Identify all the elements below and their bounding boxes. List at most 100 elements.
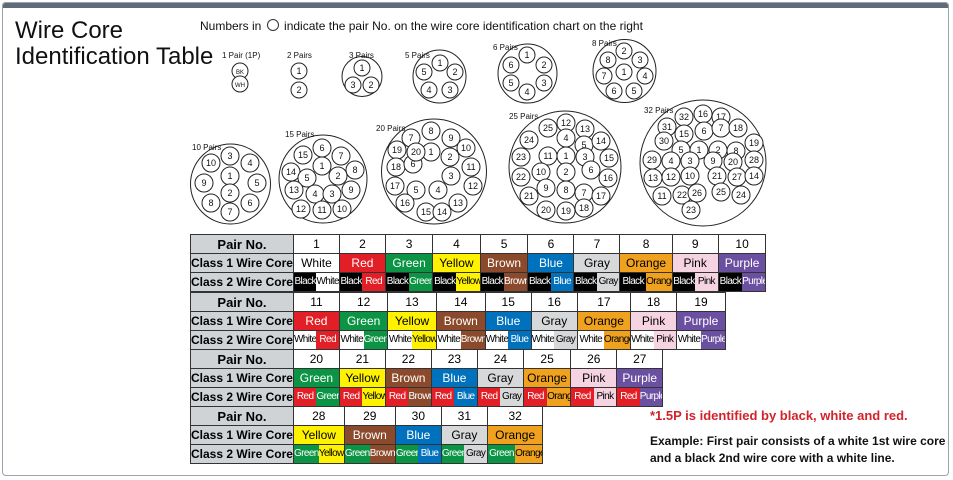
- page-title: Wire Core Identification Table: [15, 18, 213, 70]
- table-row: Class 1 Wire Core White Red Green Yellow Brow…: [190, 253, 767, 273]
- pair-number: 5: [581, 140, 586, 150]
- diagram-label: 2 Pairs: [287, 51, 312, 60]
- pair-number: 15: [679, 129, 689, 139]
- class2-color-part: Black: [294, 273, 317, 291]
- pair-circle: [731, 185, 751, 205]
- class2-color-part: Red: [386, 388, 409, 406]
- pair-number: 3: [329, 189, 334, 199]
- pair-number-cell: 21: [338, 349, 386, 369]
- pair-number: 20: [728, 157, 738, 167]
- pair-number-cell: 10: [717, 234, 767, 254]
- pair-number: 5: [631, 86, 636, 96]
- class1-color-cell: White: [292, 253, 340, 273]
- pair-number: 6: [701, 126, 706, 136]
- pair-number: 1: [437, 58, 442, 68]
- class2-color-part: Black: [719, 273, 743, 291]
- class2-color-part: Green: [294, 445, 319, 463]
- cable-diagram: 3 Pairs 13 2: [341, 51, 383, 97]
- title-line-1: Wire Core: [15, 17, 124, 44]
- wire-core-table-block: Pair No. 11 12 13 14 15 16 17 18 19 Class 1 Wire C…: [190, 292, 726, 350]
- pair-circle: [448, 193, 468, 213]
- pair-circle: [687, 183, 707, 203]
- pair-number: 12: [296, 204, 306, 214]
- pair-circle: [290, 81, 308, 99]
- pair-circle: [441, 81, 459, 99]
- class2-color-cell: White Pink: [630, 330, 678, 350]
- pair-number-cell: 19: [676, 292, 726, 312]
- pair-number: 2: [447, 152, 452, 162]
- class2-color-cell: WhiteGreen: [338, 330, 389, 350]
- pair-circle: [428, 180, 448, 200]
- class1-color-cell: Gray: [476, 368, 524, 388]
- class1-color-cell: Orange: [576, 311, 632, 331]
- pair-circle: [681, 200, 701, 220]
- class1-color-cell: Gray: [573, 253, 621, 273]
- class2-color-part: White: [532, 331, 555, 349]
- pair-number: 4: [524, 87, 529, 97]
- pair-number: 14: [286, 167, 296, 177]
- table-row: Class 1 Wire Core Green Yellow Brown Blue Gra…: [190, 368, 664, 388]
- table-row: Class 2 Wire Core BlackWhite Black Red Black…: [190, 272, 767, 292]
- pair-number: 2: [227, 188, 232, 198]
- pair-number: 16: [698, 109, 708, 119]
- pair-circle: [395, 193, 415, 213]
- class2-color-part: Red: [316, 331, 339, 349]
- pair-circle: [415, 63, 433, 81]
- pair-circle: [290, 62, 308, 80]
- class2-color-cell: RedOrange: [522, 387, 572, 407]
- pair-circle: [332, 199, 352, 219]
- pair-circle: [581, 160, 601, 180]
- class2-color-part: Orange: [603, 331, 630, 349]
- pair-number: 19: [749, 138, 759, 148]
- class1-color-cell: Orange: [522, 368, 572, 388]
- pair-circle: [284, 180, 304, 200]
- class2-color-part: Green: [363, 331, 387, 349]
- pair-number: 10: [461, 143, 471, 153]
- pair-circle: [441, 166, 461, 186]
- pair-number: 4: [642, 71, 647, 81]
- pair-number: 5: [304, 173, 309, 183]
- class2-color-part: Gray: [596, 273, 619, 291]
- cable-diagram: 2 Pairs 1 2: [287, 51, 312, 99]
- class1-color-cell: Brown: [435, 311, 486, 331]
- pair-number: 24: [736, 190, 746, 200]
- pair-number: 4: [426, 85, 431, 95]
- pair-number-cell: 3: [384, 234, 434, 254]
- pair-number: 9: [348, 185, 353, 195]
- pair-number: 1: [524, 50, 529, 60]
- pair-circle: [385, 176, 405, 196]
- class2-color-part: White: [631, 331, 654, 349]
- pair-circle: [652, 186, 672, 206]
- pair-number: 11: [657, 191, 666, 201]
- class2-color-part: Black: [620, 273, 647, 291]
- pair-number: 8: [352, 165, 357, 175]
- pair-circle: [728, 118, 748, 138]
- class2-color-part: Red: [571, 388, 594, 406]
- class2-color-part: Black: [574, 273, 597, 291]
- diagram-label: 25 Pairs: [509, 112, 538, 121]
- class2-color-cell: GreenBlue: [394, 444, 442, 464]
- diagram-label: 20 Pairs: [376, 124, 405, 133]
- class1-color-cell: Pink: [570, 368, 618, 388]
- pair-number: 5: [413, 185, 418, 195]
- class1-color-cell: Purple: [717, 253, 767, 273]
- class2-color-part: Blue: [508, 331, 531, 349]
- pair-number: 28: [749, 155, 759, 165]
- pair-number-cell: 18: [630, 292, 678, 312]
- pair-number-cell: 7: [573, 234, 621, 254]
- pair-circle: [291, 199, 311, 219]
- class2-color-part: Red: [524, 388, 548, 406]
- row-header: Pair No.: [190, 234, 294, 254]
- pair-number: 27: [732, 172, 742, 182]
- diagram-label: 8 Pairs: [592, 39, 617, 48]
- pair-circle: [420, 81, 438, 99]
- class2-color-cell: Red Purple: [616, 387, 664, 407]
- cable-sheath: [341, 56, 383, 97]
- class1-color-cell: Orange: [619, 253, 673, 273]
- diagram-label: 3 Pairs: [349, 51, 374, 60]
- pair-number: 1: [319, 161, 324, 171]
- pair-number: 6: [508, 60, 513, 70]
- pair-number-cell: 8: [619, 234, 673, 254]
- class2-color-cell: GreenOrange: [486, 444, 544, 464]
